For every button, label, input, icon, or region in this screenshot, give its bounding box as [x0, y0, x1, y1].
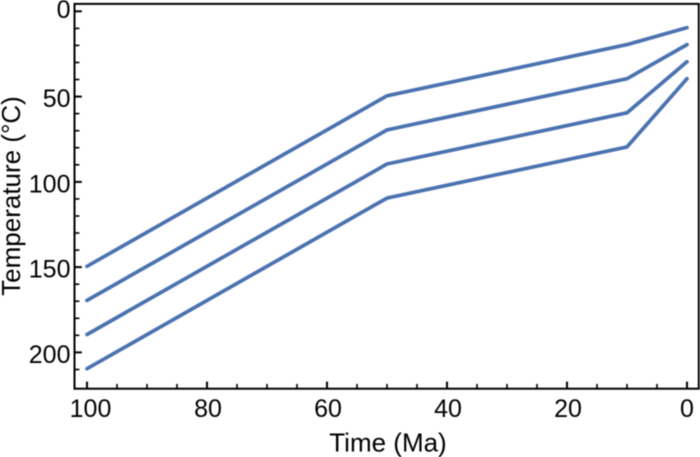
- svg-text:20: 20: [554, 395, 582, 423]
- svg-text:60: 60: [314, 395, 342, 423]
- svg-text:0: 0: [680, 395, 694, 423]
- svg-text:100: 100: [29, 171, 71, 199]
- svg-text:50: 50: [43, 85, 71, 113]
- svg-text:150: 150: [29, 256, 71, 284]
- svg-text:100: 100: [70, 395, 112, 423]
- svg-text:Temperature (°C): Temperature (°C): [0, 96, 26, 296]
- svg-text:Time (Ma): Time (Ma): [329, 428, 446, 457]
- svg-text:80: 80: [194, 395, 222, 423]
- svg-text:40: 40: [434, 395, 462, 423]
- svg-text:200: 200: [29, 341, 71, 369]
- svg-text:0: 0: [57, 0, 71, 24]
